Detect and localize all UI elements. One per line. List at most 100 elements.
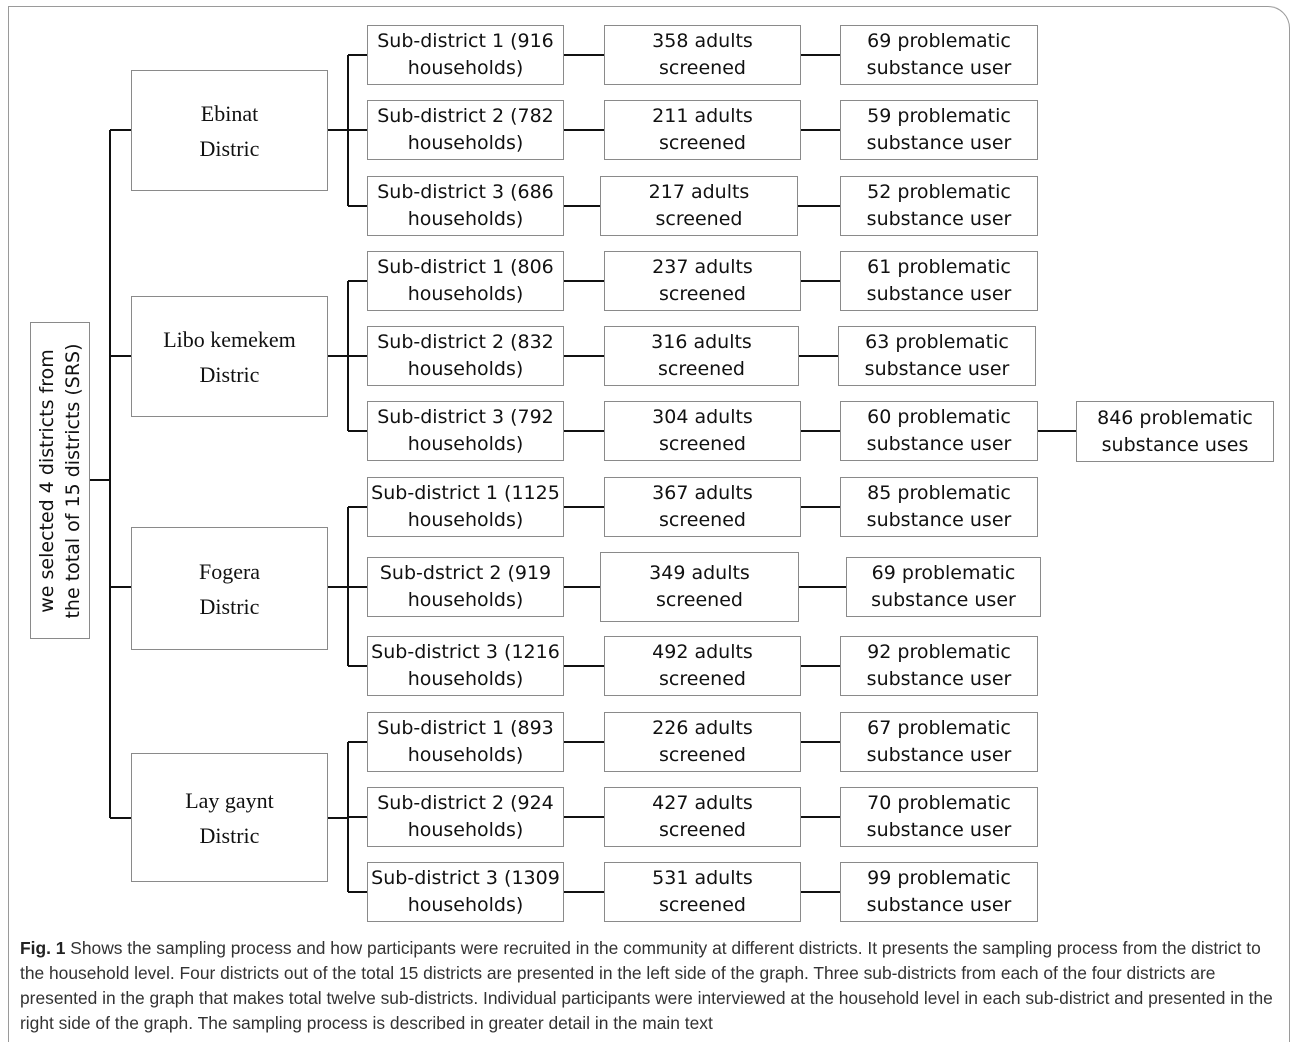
user-label: substance user bbox=[866, 57, 1012, 79]
subdistrict-box: Sub-district 3 (792 households) bbox=[367, 401, 564, 461]
substance-user-box: 99 problematic substance user bbox=[840, 862, 1038, 922]
adults-count: 304 adults bbox=[652, 406, 753, 428]
adults-label: screened bbox=[656, 589, 743, 611]
adults-count: 367 adults bbox=[652, 482, 753, 504]
adults-count: 427 adults bbox=[652, 792, 753, 814]
adults-screened-box: 358 adults screened bbox=[604, 25, 801, 85]
user-label: substance user bbox=[866, 509, 1012, 531]
user-count: 85 problematic bbox=[867, 482, 1011, 504]
user-label: substance user bbox=[866, 668, 1012, 690]
subdistrict-households: households) bbox=[407, 589, 524, 611]
total-problematic-box: 846 problematic substance uses bbox=[1076, 401, 1274, 462]
adults-screened-box: 531 adults screened bbox=[604, 862, 801, 922]
user-count: 92 problematic bbox=[867, 641, 1011, 663]
subdistrict-box: Sub-district 2 (832 households) bbox=[367, 326, 564, 386]
subdistrict-households: households) bbox=[407, 283, 524, 305]
user-count: 67 problematic bbox=[867, 717, 1011, 739]
user-label: substance user bbox=[866, 132, 1012, 154]
subdistrict-box: Sub-dstrict 2 (919 households) bbox=[367, 557, 564, 617]
substance-user-box: 60 problematic substance user bbox=[840, 401, 1038, 461]
adults-screened-box: 304 adults screened bbox=[604, 401, 801, 461]
user-label: substance user bbox=[866, 208, 1012, 230]
root-label-line2: the total of 15 districts (SRS) bbox=[62, 342, 84, 619]
adults-screened-box: 349 adults screened bbox=[600, 552, 799, 622]
subdistrict-box: Sub-district 1 (806 households) bbox=[367, 251, 564, 311]
subdistrict-households: households) bbox=[407, 894, 524, 916]
substance-user-box: 69 problematic substance user bbox=[840, 25, 1038, 85]
adults-label: screened bbox=[659, 819, 746, 841]
adults-label: screened bbox=[659, 744, 746, 766]
user-label: substance user bbox=[866, 894, 1012, 916]
subdistrict-label: Sub-district 3 (792 bbox=[377, 406, 554, 428]
user-label: substance user bbox=[866, 819, 1012, 841]
user-count: 60 problematic bbox=[867, 406, 1011, 428]
subdistrict-box: Sub-district 1 (1125 households) bbox=[367, 477, 564, 537]
adults-label: screened bbox=[659, 668, 746, 690]
substance-user-box: 59 problematic substance user bbox=[840, 100, 1038, 160]
district-name: Ebinat bbox=[200, 100, 259, 126]
subdistrict-households: households) bbox=[407, 358, 524, 380]
user-count: 99 problematic bbox=[867, 867, 1011, 889]
substance-user-box: 63 problematic substance user bbox=[838, 326, 1036, 386]
adults-count: 316 adults bbox=[651, 331, 752, 353]
district-suffix: Distric bbox=[199, 822, 260, 848]
subdistrict-label: Sub-district 2 (924 bbox=[377, 792, 554, 814]
adults-count: 531 adults bbox=[652, 867, 753, 889]
adults-label: screened bbox=[659, 57, 746, 79]
subdistrict-box: Sub-district 3 (1216 households) bbox=[367, 636, 564, 696]
adults-count: 217 adults bbox=[648, 181, 750, 203]
adults-label: screened bbox=[655, 208, 743, 230]
subdistrict-label: Sub-district 2 (782 bbox=[377, 105, 554, 127]
root-selection-box: we selected 4 districts from the total o… bbox=[30, 322, 90, 639]
total-label: substance uses bbox=[1101, 433, 1249, 456]
figure-frame bbox=[8, 6, 1290, 1042]
subdistrict-label: Sub-district 3 (686 bbox=[377, 181, 554, 203]
district-suffix: Distric bbox=[199, 361, 260, 387]
user-count: 59 problematic bbox=[867, 105, 1011, 127]
adults-screened-box: 226 adults screened bbox=[604, 712, 801, 772]
user-label: substance user bbox=[866, 283, 1012, 305]
adults-screened-box: 237 adults screened bbox=[604, 251, 801, 311]
subdistrict-label: Sub-district 1 (806 bbox=[377, 256, 554, 278]
adults-count: 211 adults bbox=[652, 105, 753, 127]
adults-screened-box: 367 adults screened bbox=[604, 477, 801, 537]
adults-label: screened bbox=[659, 509, 746, 531]
subdistrict-box: Sub-district 2 (782 households) bbox=[367, 100, 564, 160]
user-count: 69 problematic bbox=[867, 30, 1011, 52]
subdistrict-label: Sub-district 2 (832 bbox=[377, 331, 554, 353]
adults-label: screened bbox=[659, 132, 746, 154]
subdistrict-households: households) bbox=[407, 509, 524, 531]
subdistrict-households: households) bbox=[407, 57, 524, 79]
root-label-line1: we selected 4 districts from bbox=[36, 348, 58, 613]
substance-user-box: 92 problematic substance user bbox=[840, 636, 1038, 696]
adults-count: 492 adults bbox=[652, 641, 753, 663]
adults-label: screened bbox=[659, 894, 746, 916]
subdistrict-label: Sub-district 1 (1125 bbox=[371, 482, 560, 504]
adults-screened-box: 217 adults screened bbox=[600, 176, 798, 236]
subdistrict-label: Sub-district 3 (1309 bbox=[371, 867, 560, 889]
substance-user-box: 67 problematic substance user bbox=[840, 712, 1038, 772]
substance-user-box: 85 problematic substance user bbox=[840, 477, 1038, 537]
connector-lines bbox=[90, 54, 1077, 893]
subdistrict-households: households) bbox=[407, 744, 524, 766]
district-box-fogera: Fogera Distric bbox=[131, 527, 328, 650]
subdistrict-households: households) bbox=[407, 132, 524, 154]
district-box-libo-kemekem: Libo kemekem Distric bbox=[131, 296, 328, 417]
subdistrict-label: Sub-district 3 (1216 bbox=[371, 641, 560, 663]
district-box-ebinat: Ebinat Distric bbox=[131, 70, 328, 191]
adults-screened-box: 211 adults screened bbox=[604, 100, 801, 160]
user-count: 63 problematic bbox=[865, 331, 1009, 353]
subdistrict-box: Sub-district 3 (1309 households) bbox=[367, 862, 564, 922]
user-label: substance user bbox=[866, 433, 1012, 455]
adults-count: 358 adults bbox=[652, 30, 753, 52]
substance-user-box: 69 problematic substance user bbox=[846, 557, 1041, 617]
user-label: substance user bbox=[866, 744, 1012, 766]
subdistrict-households: households) bbox=[407, 819, 524, 841]
caption-text: Shows the sampling process and how parti… bbox=[20, 938, 1273, 1033]
subdistrict-households: households) bbox=[407, 668, 524, 690]
adults-label: screened bbox=[659, 283, 746, 305]
user-count: 61 problematic bbox=[867, 256, 1011, 278]
subdistrict-label: Sub-district 1 (893 bbox=[377, 717, 554, 739]
district-name: Fogera bbox=[198, 558, 261, 584]
subdistrict-households: households) bbox=[407, 208, 524, 230]
